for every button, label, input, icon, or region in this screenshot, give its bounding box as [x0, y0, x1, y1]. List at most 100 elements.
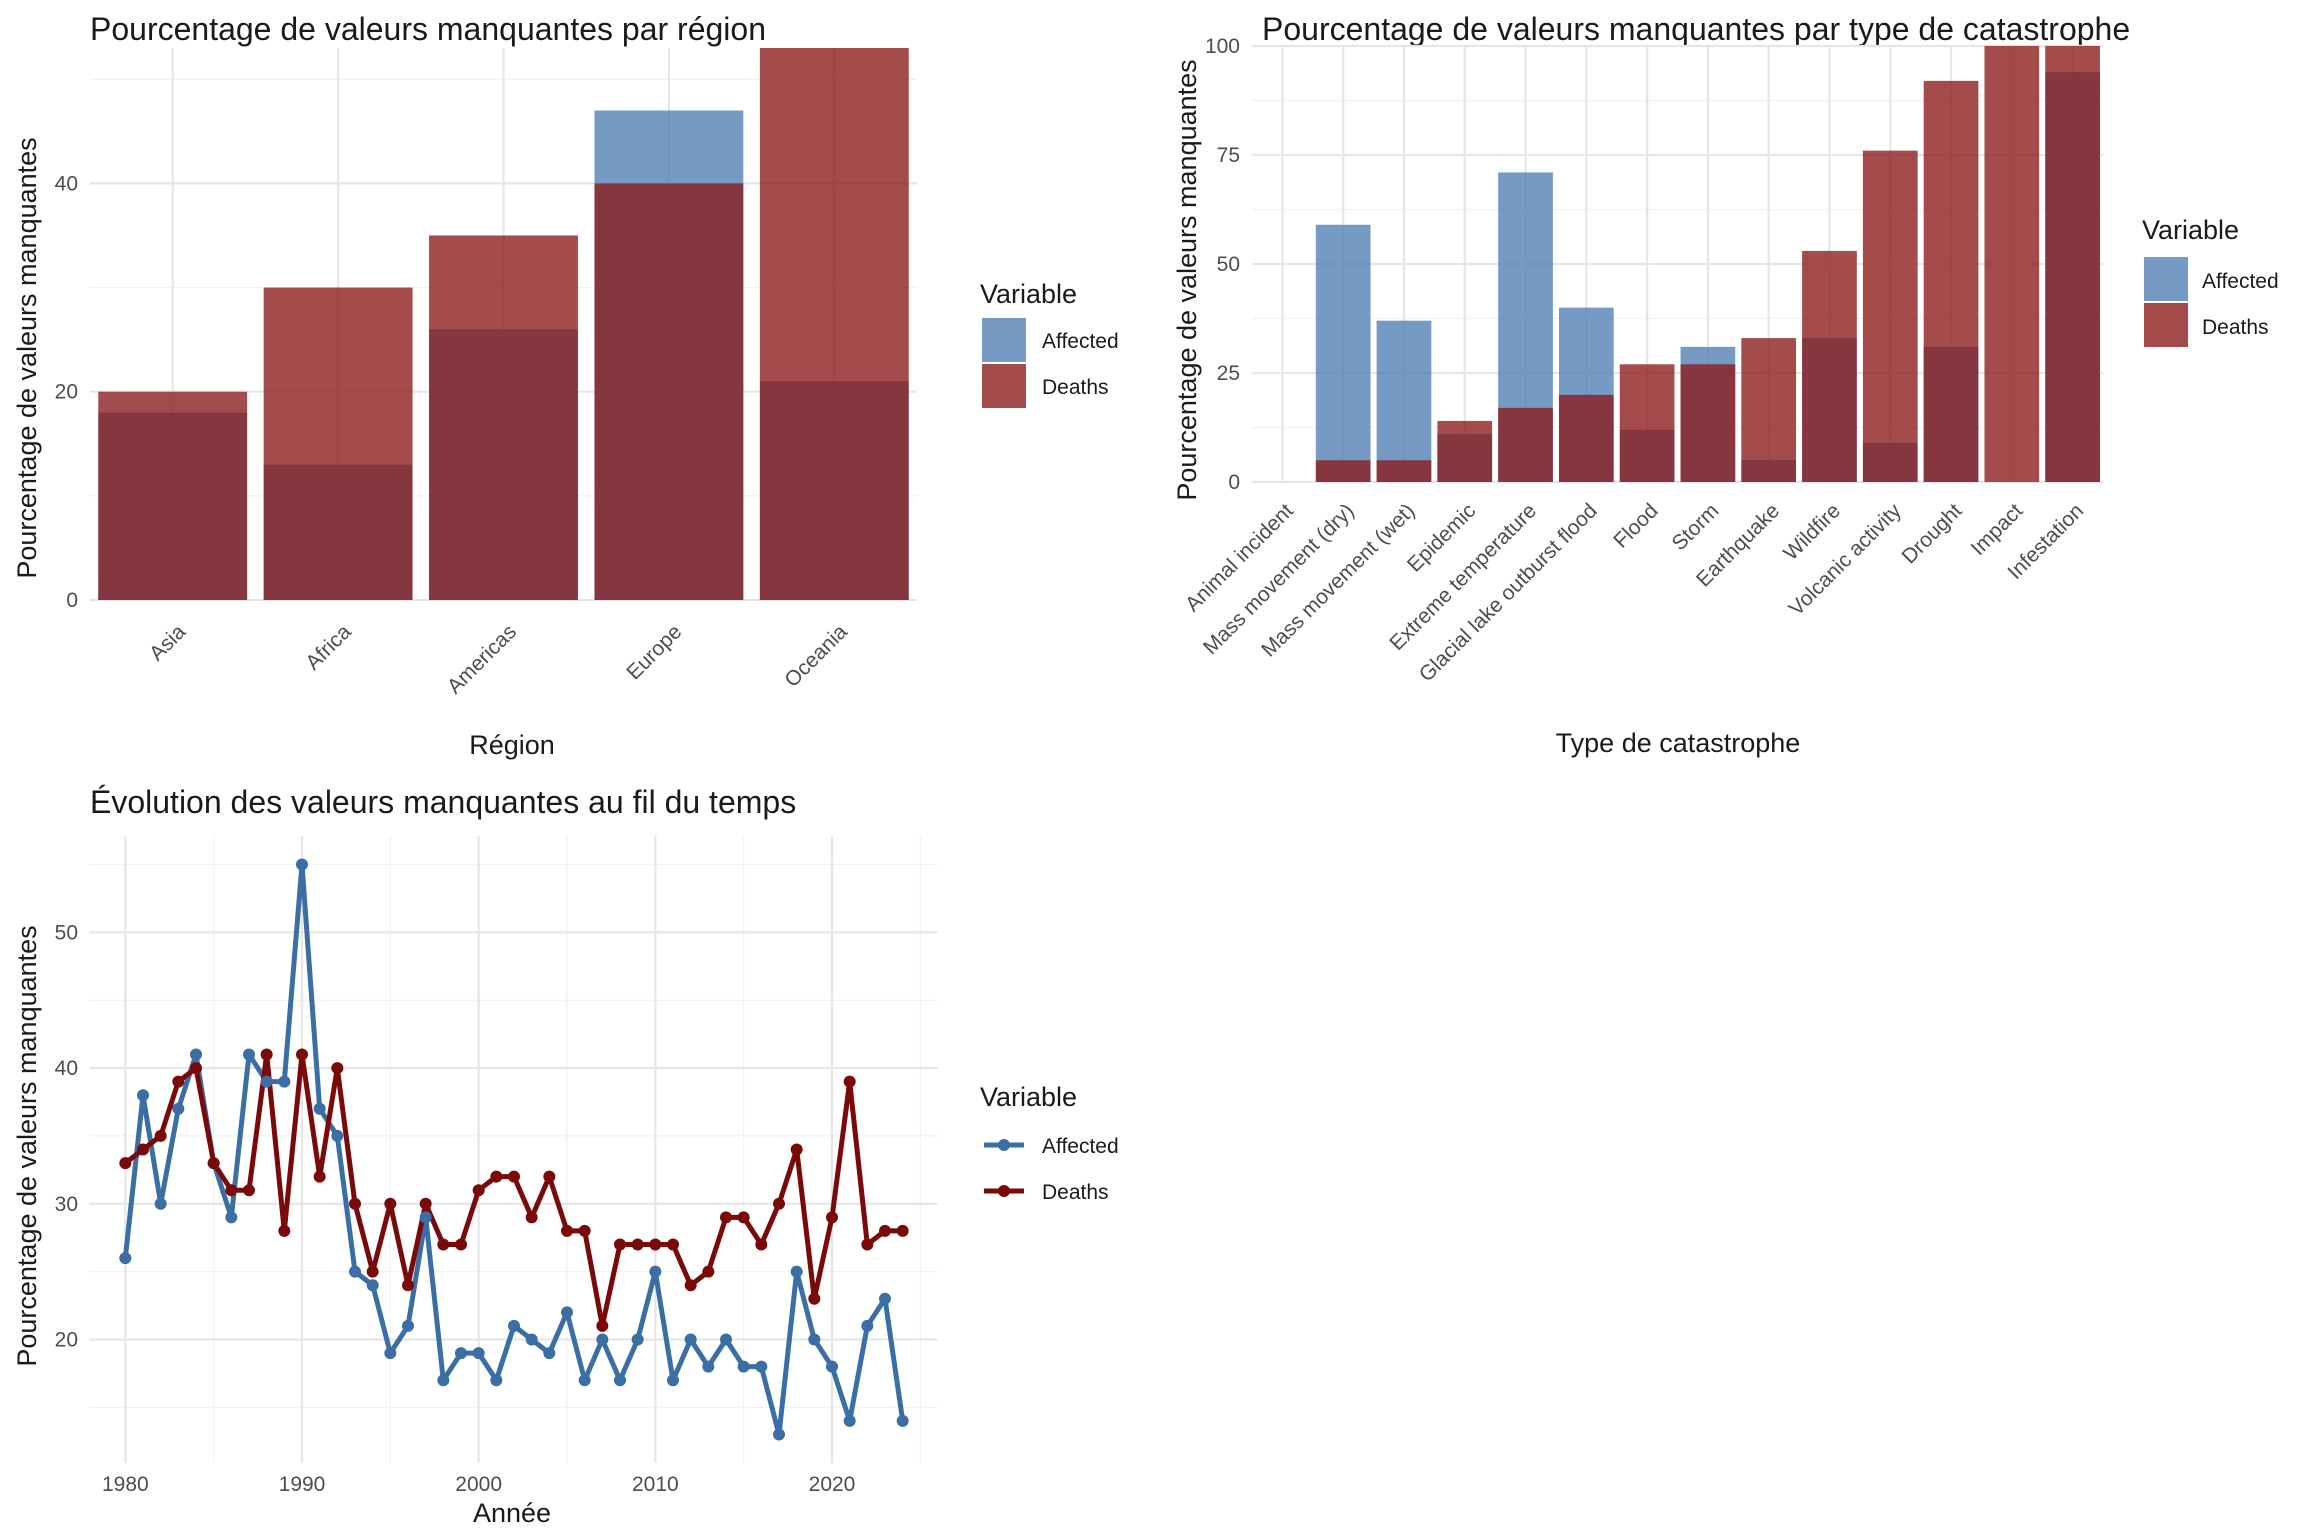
- point-deaths: [843, 1075, 856, 1088]
- legend-swatch-deaths: [2144, 303, 2188, 347]
- bar-deaths: [1437, 420, 1493, 482]
- point-deaths: [260, 1048, 273, 1061]
- legend-swatch-affected: [2144, 257, 2188, 301]
- point-affected: [649, 1265, 662, 1278]
- point-deaths: [755, 1238, 768, 1251]
- point-deaths: [296, 1048, 308, 1061]
- bar-deaths: [759, 48, 909, 600]
- chart-missing-by-region: Pourcentage de valeurs manquantes par ré…: [12, 11, 1119, 760]
- y-tick-labels: 20 30 40 50: [55, 921, 78, 1351]
- bar-deaths: [1680, 364, 1736, 482]
- point-affected: [366, 1279, 379, 1292]
- y-tick-label: 20: [55, 1329, 78, 1352]
- y-axis-title: Pourcentage de valeurs manquantes: [12, 137, 42, 578]
- bar-affected: [1315, 224, 1371, 482]
- chart-missing-by-disaster-type: Pourcentage de valeurs manquantes par ty…: [1172, 11, 2279, 758]
- point-deaths: [578, 1224, 591, 1237]
- y-tick-label: 0: [1228, 471, 1240, 494]
- legend-point: [998, 1139, 1010, 1151]
- point-affected: [720, 1333, 732, 1346]
- y-tick-label: 40: [55, 1057, 78, 1080]
- point-deaths: [861, 1238, 874, 1251]
- point-deaths: [896, 1224, 909, 1237]
- bar-deaths: [98, 391, 248, 600]
- bar-deaths: [1923, 80, 1979, 482]
- legend-label-deaths: Deaths: [2202, 316, 2269, 339]
- point-affected: [260, 1075, 273, 1088]
- point-affected: [296, 858, 308, 871]
- point-affected: [190, 1048, 202, 1061]
- y-tick-labels: 0 20 40: [55, 172, 78, 612]
- point-affected: [561, 1306, 573, 1319]
- point-affected: [455, 1347, 467, 1360]
- x-tick-label: Africa: [301, 620, 355, 674]
- bar-deaths: [1741, 338, 1797, 482]
- x-tick-label: 2010: [632, 1473, 679, 1496]
- legend-label-affected: Affected: [1042, 330, 1119, 353]
- legend: Variable Affected Deaths: [980, 279, 1119, 408]
- x-tick-label: Asia: [145, 620, 190, 665]
- point-deaths: [702, 1265, 715, 1278]
- point-affected: [225, 1211, 238, 1224]
- x-axis-title: Année: [473, 1498, 551, 1528]
- legend-key-affected: [984, 1139, 1024, 1151]
- legend: Variable Affected Deaths: [980, 1082, 1119, 1204]
- bar-deaths: [1862, 150, 1918, 482]
- x-tick-label: Storm: [1668, 499, 1724, 555]
- point-affected: [278, 1075, 291, 1088]
- point-deaths: [667, 1238, 679, 1251]
- x-tick-label: Americas: [443, 620, 521, 698]
- legend-label-affected: Affected: [2202, 270, 2279, 293]
- series-points: [119, 858, 909, 1441]
- point-deaths: [826, 1211, 838, 1224]
- y-tick-label: 25: [1217, 362, 1240, 385]
- point-affected: [243, 1048, 255, 1061]
- point-deaths: [773, 1197, 785, 1210]
- series-lines: [122, 862, 906, 1437]
- x-tick-label: 2000: [455, 1473, 502, 1496]
- point-affected: [896, 1414, 909, 1427]
- point-affected: [843, 1414, 856, 1427]
- point-affected: [508, 1319, 520, 1332]
- point-deaths: [419, 1197, 432, 1210]
- legend-label-affected: Affected: [1042, 1135, 1119, 1158]
- point-deaths: [790, 1143, 803, 1156]
- point-deaths: [808, 1292, 821, 1305]
- bar-deaths: [594, 183, 744, 600]
- point-affected: [525, 1333, 538, 1346]
- point-affected: [437, 1374, 450, 1387]
- legend-label-deaths: Deaths: [1042, 1181, 1109, 1204]
- legend-title: Variable: [2142, 215, 2239, 245]
- x-tick-labels: Asia Africa Americas Europe Oceania: [145, 620, 852, 698]
- point-deaths: [172, 1075, 185, 1088]
- point-deaths: [190, 1062, 202, 1075]
- point-deaths: [490, 1170, 503, 1183]
- point-affected: [384, 1347, 397, 1360]
- bar-deaths: [2045, 46, 2100, 482]
- y-tick-label: 0: [66, 589, 78, 612]
- y-tick-labels: 0 25 50 75 100: [1205, 35, 1240, 494]
- point-affected: [790, 1265, 803, 1278]
- point-deaths: [243, 1184, 255, 1197]
- point-affected: [578, 1374, 591, 1387]
- x-axis-title: Type de catastrophe: [1556, 728, 1801, 758]
- point-deaths: [525, 1211, 538, 1224]
- point-deaths: [384, 1197, 397, 1210]
- y-tick-label: 30: [55, 1193, 78, 1216]
- point-deaths: [543, 1170, 556, 1183]
- x-tick-label: 1980: [102, 1473, 149, 1496]
- bar-deaths: [1376, 460, 1432, 482]
- y-axis-title: Pourcentage de valeurs manquantes: [1172, 59, 1202, 500]
- x-tick-label: 1990: [279, 1473, 326, 1496]
- point-deaths: [366, 1265, 379, 1278]
- y-tick-label: 100: [1205, 35, 1240, 58]
- bar-affected: [1376, 320, 1432, 482]
- x-tick-label: Impact: [1967, 499, 2028, 560]
- point-deaths: [349, 1197, 361, 1210]
- legend-key-deaths: [984, 1185, 1024, 1197]
- point-deaths: [596, 1319, 609, 1332]
- bar-deaths: [429, 235, 578, 601]
- bars: [1315, 46, 2100, 482]
- chart-missing-over-time: Évolution des valeurs manquantes au fil …: [12, 784, 1119, 1528]
